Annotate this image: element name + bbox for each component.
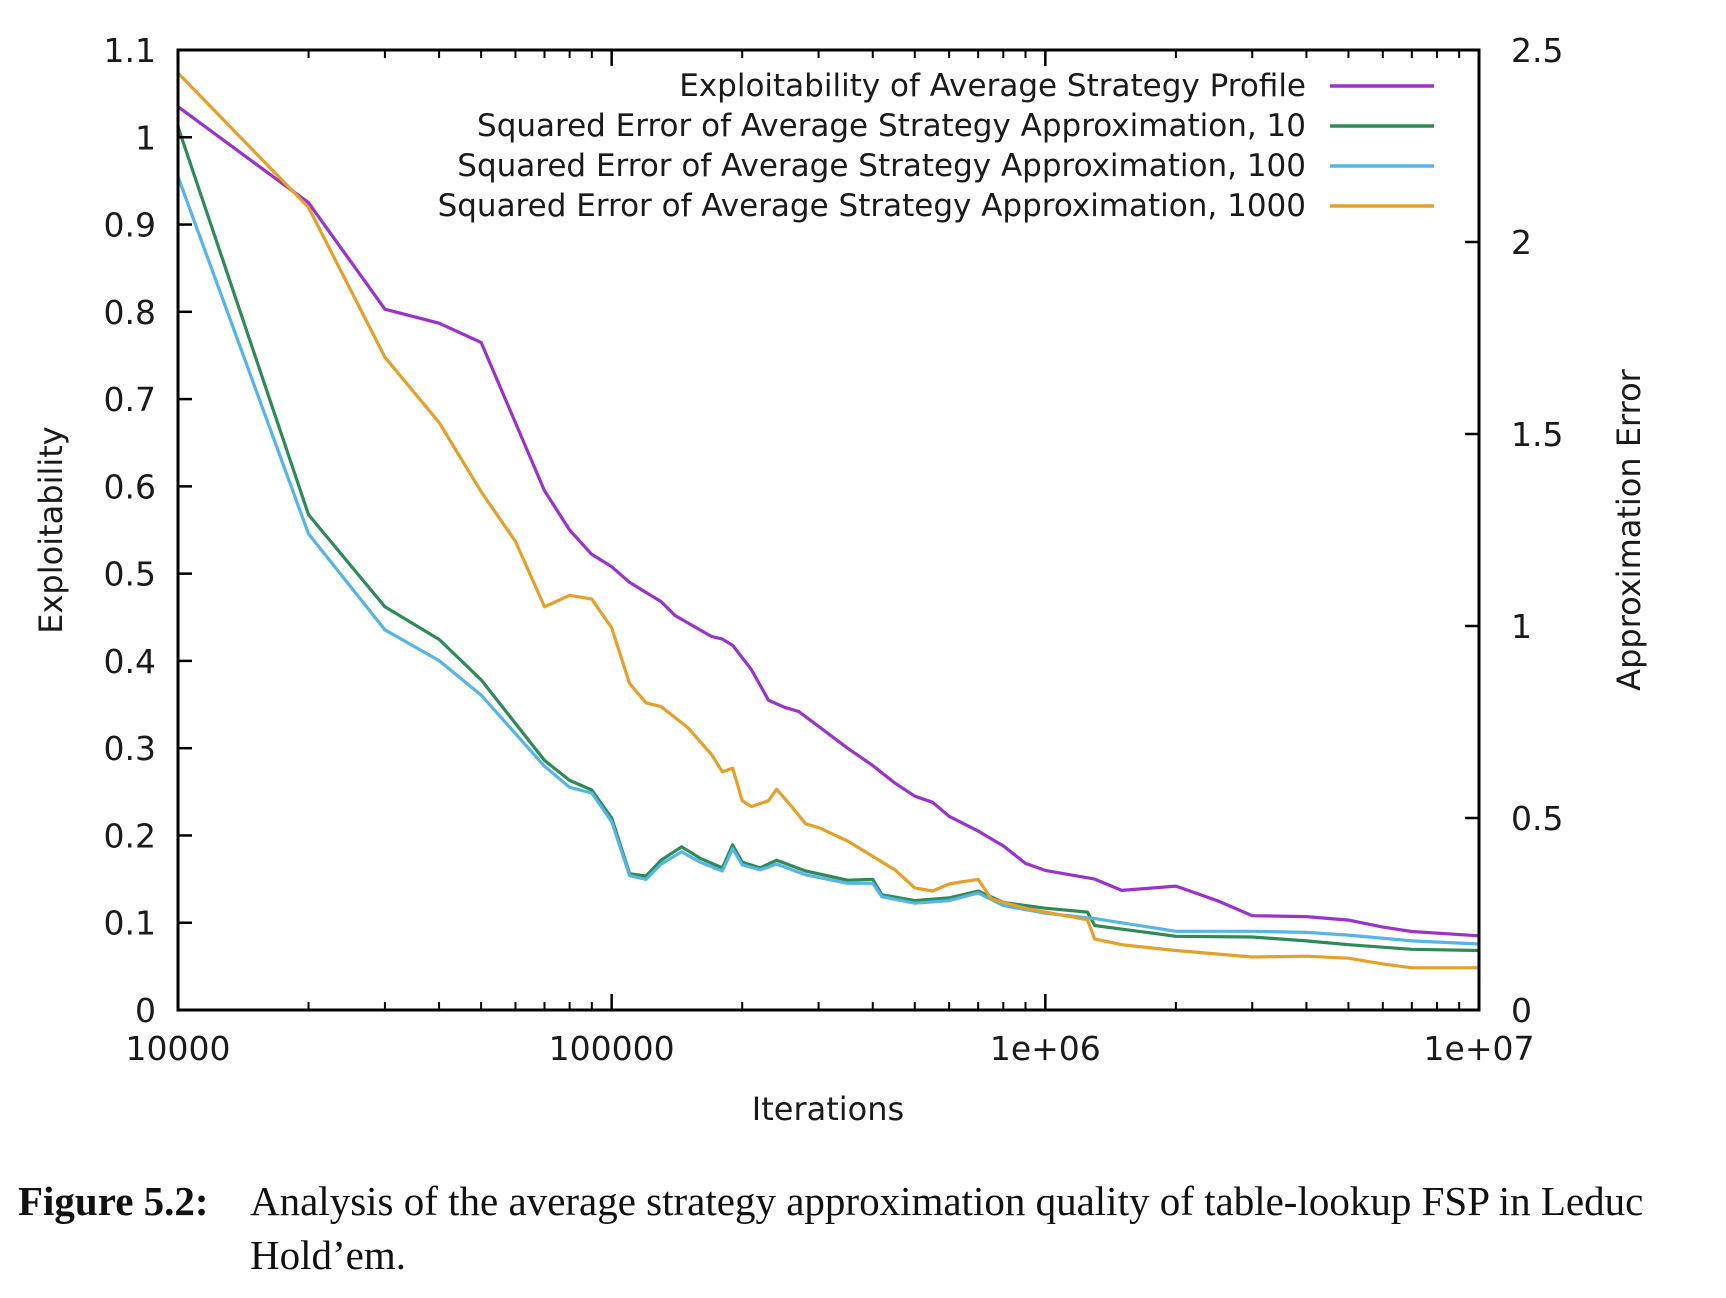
y2-tick-label: 2.5 [1511,31,1563,70]
y-tick-label: 0.1 [104,904,156,943]
y-tick-label: 0.6 [104,467,156,506]
series-line-squared-error-of-average-strategy-approximation-10 [176,126,1480,953]
y-axis-title: Exploitability [32,426,70,633]
series-line-squared-error-of-average-strategy-approximation-100 [176,176,1480,946]
x-axis-title: Iterations [752,1090,904,1128]
y-tick-label: 0.9 [104,206,156,245]
x-tick-label: 10000 [126,1029,231,1068]
y-tick-label: 1 [135,118,156,157]
legend-label: Squared Error of Average Strategy Approx… [457,148,1306,184]
caption-label: Figure 5.2: [18,1178,209,1224]
caption-text: Analysis of the average strategy approxi… [250,1178,1644,1278]
legend-label: Squared Error of Average Strategy Approx… [438,188,1306,224]
y-tick-label: 0 [135,991,156,1030]
y-tick-label: 0.8 [104,293,156,332]
y-tick-label: 0.4 [104,642,156,681]
legend-label: Exploitability of Average Strategy Profi… [679,68,1306,104]
x-tick-label: 1e+07 [1424,1029,1535,1068]
y2-tick-label: 0.5 [1511,799,1563,838]
legend: Exploitability of Average Strategy Profi… [438,68,1434,224]
labels-layer: 0 0.1 0.2 0.3 0.4 0.5 0.6 0.7 0.8 0.9 1 1.1 0 0.5 1 1.5… [104,31,1564,1068]
chart: 0 0.1 0.2 0.3 0.4 0.5 0.6 0.7 0.8 0.9 1 1.1 0 0.5 1 1.5… [32,31,1648,1128]
y2-tick-label: 1.5 [1511,415,1563,454]
y2-tick-label: 2 [1511,223,1532,262]
series-line-squared-error-of-average-strategy-approximation-1000 [176,71,1479,970]
series-layer [176,71,1480,970]
ticks-layer [176,48,1481,1012]
y2-tick-label: 1 [1511,607,1532,646]
y-tick-label: 0.5 [104,555,156,594]
y-tick-label: 0.2 [104,816,156,855]
series-line-exploitability-of-average-strategy-profile [177,105,1480,938]
y-tick-label: 0.7 [104,380,156,419]
y-tick-label: 1.1 [104,31,156,70]
plot-frame [176,48,1481,1012]
x-tick-label: 1e+06 [990,1029,1101,1068]
x-tick-label: 100000 [549,1029,675,1068]
legend-label: Squared Error of Average Strategy Approx… [477,108,1306,144]
y2-axis-title: Approximation Error [1610,368,1648,690]
y2-tick-label: 0 [1511,991,1532,1030]
y-tick-label: 0.3 [104,729,156,768]
